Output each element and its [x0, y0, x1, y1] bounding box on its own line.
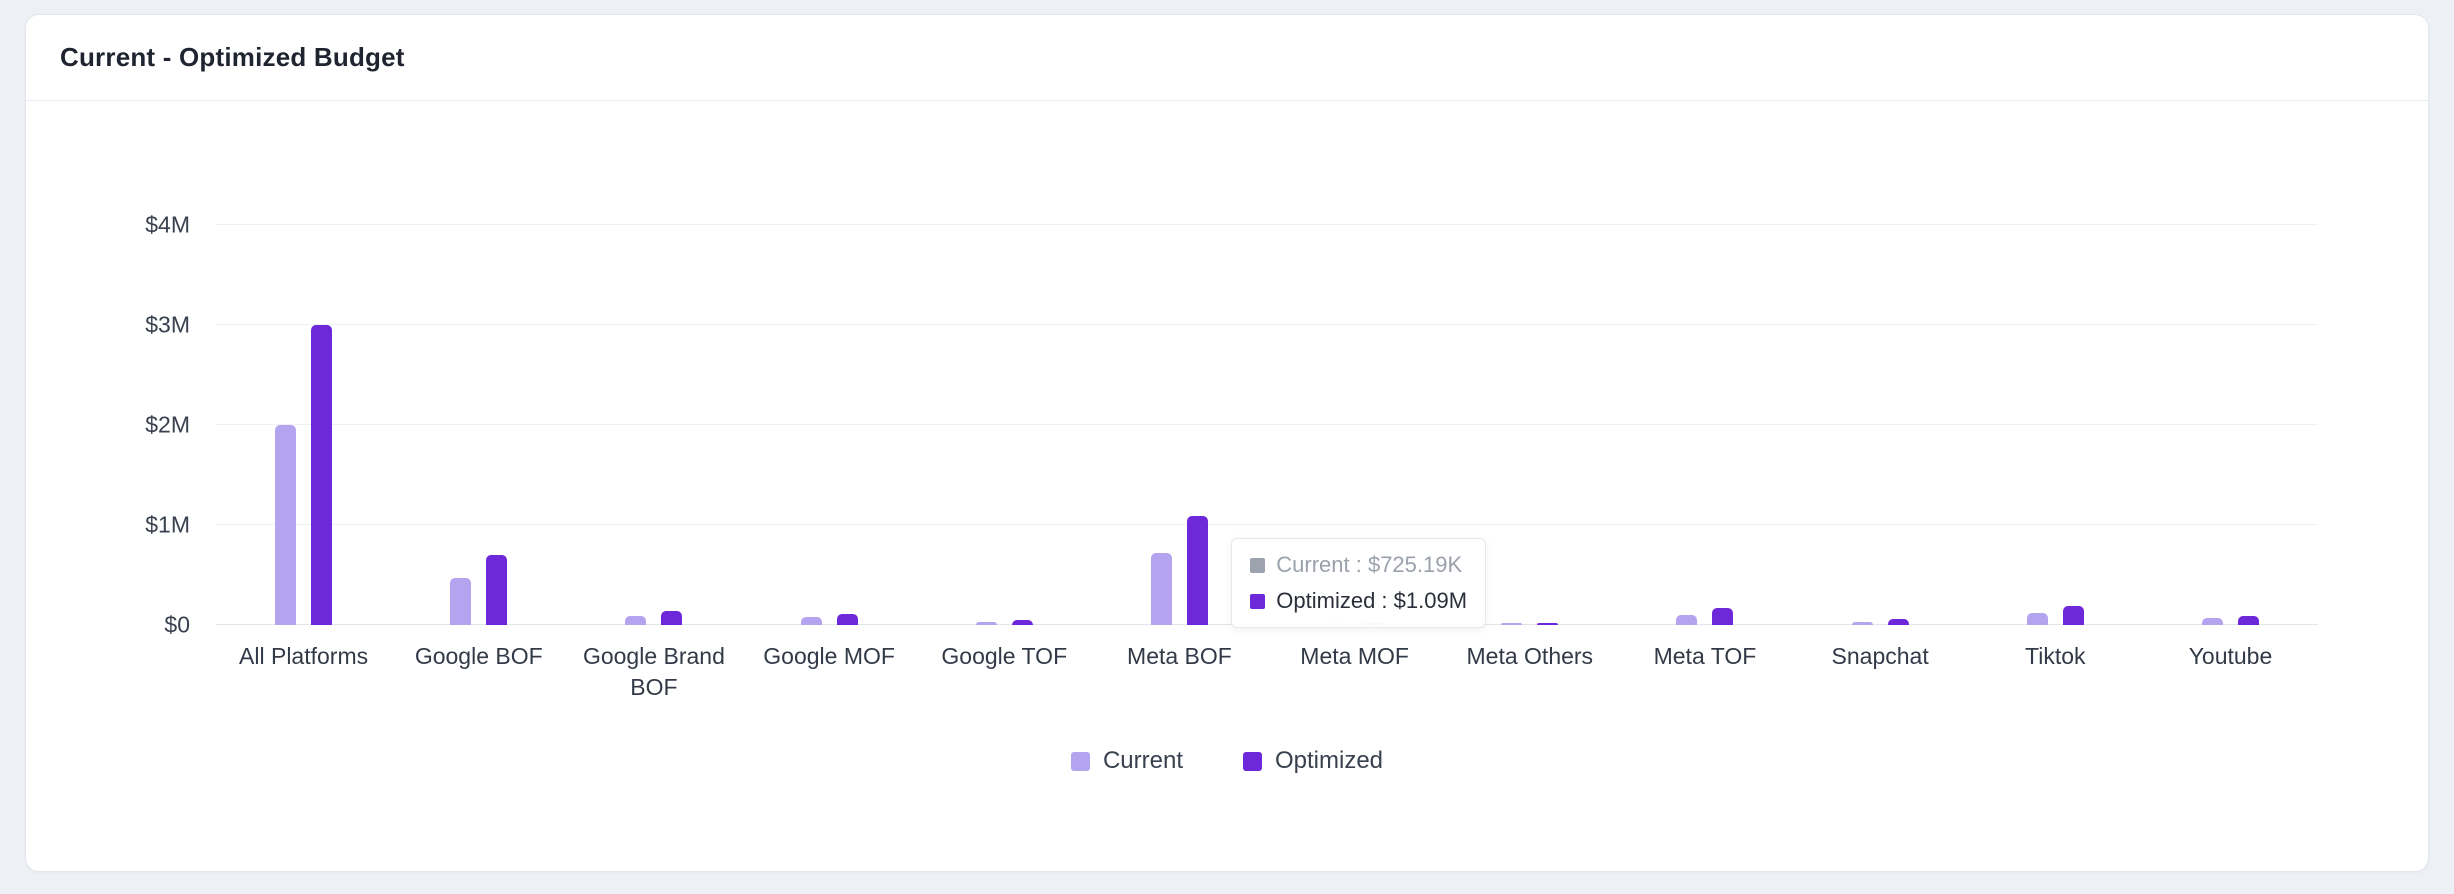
y-axis: $0 $1M $2M $3M $4M: [66, 212, 216, 638]
bars-layer: [216, 225, 2318, 625]
legend-label: Current: [1102, 747, 1183, 775]
bar-group: [1442, 225, 1617, 625]
x-axis-labels: All Platforms Google BOF Google Brand BOF G…: [26, 625, 2428, 703]
bar-chart: $0 $1M $2M $3M $4M Current : $725.19K Optimiz…: [26, 101, 2428, 775]
bar-optimized[interactable]: [1011, 619, 1033, 625]
bar-group: [2143, 225, 2318, 625]
y-tick-label: $3M: [145, 311, 190, 338]
x-tick-label: Meta MOF: [1300, 643, 1409, 669]
x-tick-label: Meta BOF: [1127, 643, 1232, 669]
chart-legend: Current Optimized: [26, 747, 2428, 775]
chart-tooltip: Current : $725.19K Optimized : $1.09M: [1231, 538, 1487, 628]
bar-current[interactable]: [450, 578, 472, 625]
chart-row: $0 $1M $2M $3M $4M Current : $725.19K Optimiz…: [26, 212, 2428, 638]
x-tick-label: All Platforms: [239, 643, 369, 669]
bar-optimized[interactable]: [1537, 622, 1559, 625]
x-tick-label: Meta Others: [1466, 643, 1594, 669]
tooltip-row: Current : $725.19K: [1250, 552, 1467, 578]
legend-item-optimized[interactable]: Optimized: [1242, 747, 1384, 775]
gridline: [216, 224, 2318, 225]
y-tick-label: $4M: [145, 211, 190, 238]
bar-group: [1793, 225, 1968, 625]
plot-area: Current : $725.19K Optimized : $1.09M: [216, 224, 2318, 628]
bar-optimized[interactable]: [1887, 619, 1909, 625]
y-tick-label: $2M: [145, 411, 190, 438]
x-tick-label: Google TOF: [941, 643, 1068, 669]
x-tick-label: Youtube: [2188, 643, 2273, 669]
x-tick-label: Google MOF: [763, 643, 895, 669]
bar-group: [1617, 225, 1792, 625]
card-title: Current - Optimized Budget: [60, 42, 405, 72]
gridline: [216, 324, 2318, 325]
tooltip-row: Optimized : $1.09M: [1250, 588, 1467, 614]
bar-group: [917, 225, 1092, 625]
bar-current[interactable]: [2026, 613, 2048, 625]
x-tick-label: Google Brand BOF: [582, 643, 725, 701]
bar-current[interactable]: [975, 621, 997, 625]
bar-current[interactable]: [2201, 618, 2223, 625]
x-tick-label: Meta TOF: [1653, 643, 1757, 669]
bar-current[interactable]: [1676, 615, 1698, 625]
y-tick-label: $0: [164, 611, 190, 638]
bar-optimized[interactable]: [311, 325, 333, 625]
bar-optimized[interactable]: [661, 611, 683, 625]
bar-optimized[interactable]: [486, 555, 508, 625]
bar-current[interactable]: [625, 616, 647, 625]
tooltip-text: Current : $725.19K: [1276, 552, 1463, 577]
bar-group: [216, 225, 391, 625]
bar-group: [1092, 225, 1267, 625]
bar-optimized[interactable]: [1712, 608, 1734, 625]
tooltip-text: Optimized : $1.09M: [1276, 588, 1468, 613]
legend-swatch: [1242, 751, 1262, 771]
bar-current[interactable]: [1501, 623, 1523, 625]
legend-item-current[interactable]: Current: [1070, 747, 1183, 775]
tooltip-swatch: [1250, 593, 1266, 609]
bar-group: [742, 225, 917, 625]
card-header: Current - Optimized Budget: [26, 15, 2428, 101]
bar-group: [1968, 225, 2143, 625]
legend-swatch: [1070, 751, 1090, 771]
tooltip-swatch: [1250, 557, 1266, 573]
x-tick-label: Snapchat: [1831, 643, 1929, 669]
legend-label: Optimized: [1274, 747, 1384, 775]
bar-current[interactable]: [1150, 552, 1172, 625]
bar-current[interactable]: [275, 425, 297, 625]
bar-group: [566, 225, 741, 625]
budget-chart-card: Current - Optimized Budget $0 $1M $2M $3M $4…: [25, 14, 2429, 872]
bar-optimized[interactable]: [1186, 516, 1208, 625]
y-tick-label: $1M: [145, 511, 190, 538]
x-tick-label: Google BOF: [414, 643, 543, 669]
bar-current[interactable]: [1851, 621, 1873, 625]
bar-group: [391, 225, 566, 625]
gridline: [216, 424, 2318, 425]
x-tick-label: Tiktok: [2025, 643, 2086, 669]
gridline: [216, 524, 2318, 525]
bar-optimized[interactable]: [2237, 616, 2259, 625]
bar-current[interactable]: [800, 617, 822, 625]
bar-optimized[interactable]: [2062, 606, 2084, 625]
bar-optimized[interactable]: [836, 614, 858, 625]
